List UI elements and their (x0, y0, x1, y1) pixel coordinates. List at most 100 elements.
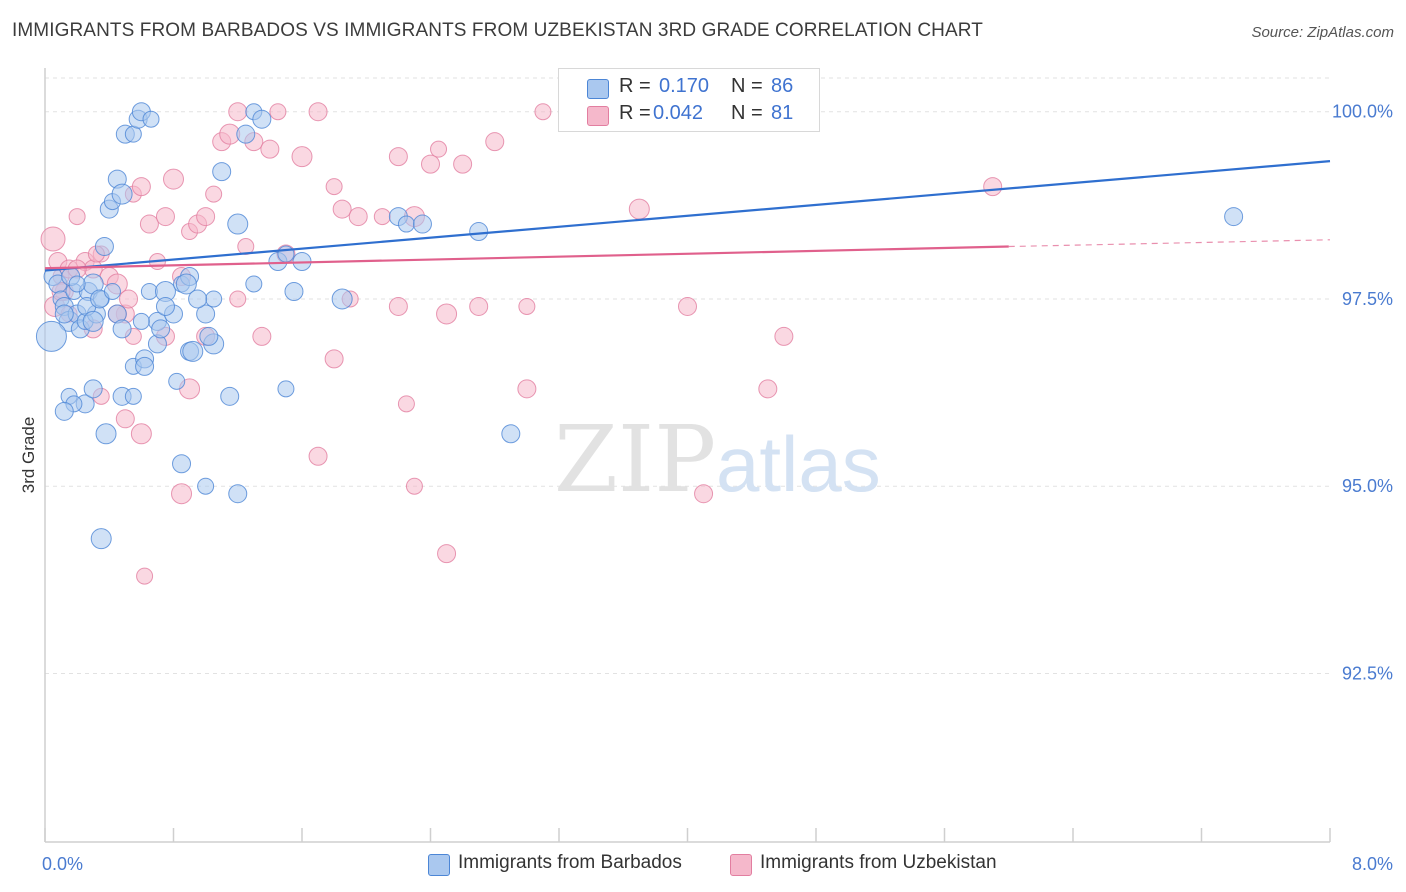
legend-swatch-barbados (428, 854, 450, 876)
data-point-barbados (188, 289, 208, 309)
data-point-uzbekistan (436, 303, 458, 325)
data-point-uzbekistan (628, 198, 650, 220)
data-point-barbados (501, 424, 521, 444)
legend-r-value: 0.042 (653, 102, 704, 124)
data-point-uzbekistan (205, 185, 223, 203)
data-point-barbados (412, 214, 432, 234)
source-credit: Source: ZipAtlas.com (1251, 24, 1394, 41)
data-point-uzbekistan (774, 326, 794, 346)
data-point-barbados (54, 401, 74, 421)
data-point-uzbekistan (139, 214, 159, 234)
data-point-barbados (469, 222, 489, 242)
legend-stats-row-barbados: R = 0.170 N = 86 (559, 75, 819, 101)
data-point-uzbekistan (430, 140, 448, 158)
data-point-uzbekistan (469, 296, 489, 316)
data-point-barbados (284, 281, 304, 301)
data-point-uzbekistan (237, 238, 255, 256)
data-point-uzbekistan (163, 168, 184, 190)
legend-r-value: 0.170 (659, 75, 710, 97)
data-point-barbados (132, 312, 150, 330)
data-point-barbados (35, 320, 67, 352)
data-point-uzbekistan (983, 177, 1003, 197)
data-point-barbados (168, 372, 186, 390)
data-point-uzbekistan (421, 154, 440, 174)
points-barbados (35, 102, 1244, 550)
data-point-barbados (197, 477, 215, 495)
data-point-barbados (103, 282, 121, 300)
legend-stats-row-uzbekistan: R = 0.042 N = 81 (559, 102, 819, 128)
data-point-uzbekistan (196, 207, 216, 227)
data-point-barbados (252, 109, 272, 129)
y-tick-label: 97.5% (1342, 289, 1393, 309)
y-tick-label: 100.0% (1332, 102, 1393, 122)
legend-r-label: R = (619, 102, 651, 124)
data-point-barbados (83, 379, 103, 399)
data-point-uzbekistan (348, 207, 368, 227)
data-point-barbados (212, 162, 232, 182)
data-point-barbados (111, 183, 133, 205)
trend-line-uzbekistan (44, 245, 1009, 270)
data-point-barbados (205, 290, 223, 308)
legend-n-value: 81 (771, 102, 794, 124)
data-point-uzbekistan (228, 102, 248, 122)
watermark: ZIP atlas (554, 406, 881, 513)
data-point-barbados (94, 237, 114, 257)
data-point-barbados (135, 356, 155, 376)
data-point-barbados (228, 484, 248, 504)
data-point-barbados (227, 213, 249, 235)
data-point-uzbekistan (453, 154, 473, 174)
legend-label-uzbekistan: Immigrants from Uzbekistan (760, 852, 997, 873)
legend-label-barbados: Immigrants from Barbados (458, 852, 682, 873)
data-point-barbados (112, 319, 132, 339)
data-point-uzbekistan (308, 446, 328, 466)
data-point-uzbekistan (332, 199, 352, 219)
trend-lines (44, 160, 1331, 272)
x-tick-label: 8.0% (1352, 854, 1393, 874)
data-point-uzbekistan (397, 395, 415, 413)
watermark-zip: ZIP (554, 406, 716, 513)
y-axis-label: 3rd Grade (19, 417, 38, 494)
data-point-barbados (175, 273, 197, 295)
data-point-uzbekistan (758, 379, 778, 399)
data-point-barbados (124, 387, 142, 405)
y-tick-label: 92.5% (1342, 663, 1393, 683)
data-point-uzbekistan (119, 289, 139, 309)
tick-labels: 100.0% 97.5% 95.0% 92.5% 0.0% 8.0% (42, 102, 1393, 874)
x-tick-label: 0.0% (42, 854, 83, 874)
data-point-barbados (151, 319, 171, 339)
data-point-barbados (245, 275, 263, 293)
data-point-barbados (331, 288, 353, 310)
legend-series: Immigrants from Barbados Immigrants from… (0, 852, 1406, 878)
legend-r-label: R = (619, 75, 651, 97)
legend-n-value: 86 (771, 75, 794, 97)
data-point-uzbekistan (405, 477, 423, 495)
axes (44, 68, 1331, 843)
legend-n-label: N = (731, 75, 763, 97)
data-point-uzbekistan (68, 208, 86, 226)
data-point-uzbekistan (291, 146, 313, 168)
legend-swatch-pink (587, 106, 609, 126)
data-point-uzbekistan (269, 103, 287, 121)
data-point-uzbekistan (373, 208, 391, 226)
chart-title: IMMIGRANTS FROM BARBADOS VS IMMIGRANTS F… (12, 20, 983, 41)
data-point-uzbekistan (115, 409, 135, 429)
data-point-uzbekistan (437, 544, 457, 564)
legend-n-label: N = (731, 102, 763, 124)
data-point-barbados (68, 275, 86, 293)
data-point-barbados (95, 423, 117, 445)
data-point-barbados (142, 110, 160, 128)
data-point-barbados (397, 215, 415, 233)
data-point-uzbekistan (131, 177, 151, 197)
data-point-uzbekistan (485, 132, 505, 152)
trend-line-barbados (44, 160, 1331, 272)
data-point-barbados (172, 454, 192, 474)
data-point-uzbekistan (518, 297, 536, 315)
data-point-uzbekistan (325, 178, 343, 196)
data-point-barbados (90, 528, 112, 550)
data-point-uzbekistan (678, 296, 697, 316)
data-point-uzbekistan (229, 290, 247, 308)
data-point-uzbekistan (252, 326, 272, 346)
data-point-barbados (199, 326, 219, 346)
data-point-barbados (196, 304, 216, 324)
